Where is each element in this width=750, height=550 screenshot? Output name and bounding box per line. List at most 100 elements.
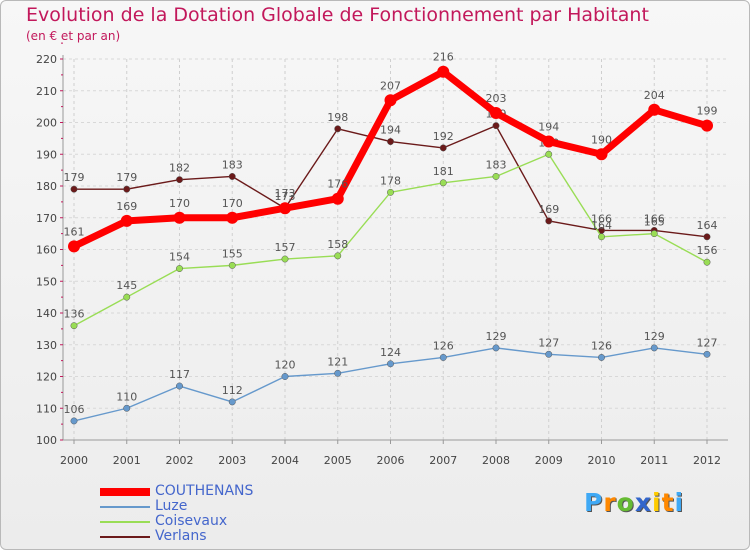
legend-swatch	[100, 535, 150, 538]
data-point	[598, 233, 605, 241]
data-label: 110	[116, 390, 137, 403]
data-point	[123, 293, 131, 301]
data-point	[228, 398, 236, 406]
logo-letter: P	[584, 488, 604, 517]
data-label: 121	[327, 355, 348, 368]
y-tick-label: 160	[36, 244, 57, 257]
data-point	[228, 173, 236, 180]
data-label: 178	[380, 174, 401, 187]
data-label: 127	[697, 336, 718, 349]
data-label: 173	[275, 187, 296, 200]
x-tick-label: 2007	[429, 454, 457, 467]
data-label: 207	[380, 79, 401, 92]
data-label: 194	[538, 121, 559, 134]
x-tick-label: 2006	[377, 454, 405, 467]
data-label: 126	[433, 339, 454, 352]
data-label: 117	[169, 368, 190, 381]
data-label: 165	[644, 216, 665, 229]
data-point	[545, 350, 553, 358]
data-point	[70, 417, 78, 425]
data-label: 181	[433, 165, 454, 178]
logo-letter: x	[634, 488, 652, 517]
data-label: 176	[327, 178, 348, 191]
series-couthenans: 161 169 170 170 173 176 207 216 203 194 190 204 199	[64, 51, 718, 253]
data-point	[545, 217, 553, 225]
x-tick-label: 2009	[535, 454, 563, 467]
data-label: 154	[169, 251, 190, 264]
x-tick-label: 2003	[218, 454, 246, 467]
legend-label: Coisevaux	[155, 513, 228, 529]
data-point	[439, 144, 447, 152]
data-label: 173	[275, 190, 296, 203]
data-point	[703, 258, 711, 266]
y-tick-label: 200	[36, 117, 57, 130]
x-tick-label: 2001	[113, 454, 141, 467]
data-label: 129	[486, 330, 507, 343]
x-tick-label: 2010	[588, 454, 616, 467]
data-point	[331, 192, 344, 205]
data-label: 164	[591, 219, 612, 232]
data-point	[173, 211, 186, 224]
legend-item: Verlans	[100, 529, 253, 544]
chart-title: Evolution de la Dotation Globale de Fonc…	[26, 4, 649, 26]
x-tick-label: 2005	[324, 454, 352, 467]
legend-swatch	[100, 520, 150, 523]
data-point	[595, 148, 608, 161]
data-point	[492, 344, 500, 352]
y-tick-label: 220	[36, 53, 57, 66]
y-tick-label: 210	[36, 85, 57, 98]
legend-item: Luze	[100, 499, 253, 514]
chart-subtitle: (en € et par an)	[26, 29, 121, 43]
data-label: 158	[327, 238, 348, 251]
legend-label: Verlans	[155, 528, 207, 544]
data-label: 161	[64, 225, 85, 238]
data-point	[176, 176, 183, 184]
y-tick-label: 140	[36, 307, 57, 320]
data-point	[176, 382, 183, 390]
data-point	[439, 354, 447, 361]
data-label: 192	[433, 130, 454, 143]
data-label: 129	[644, 330, 665, 343]
data-label: 166	[591, 212, 612, 225]
data-label: 203	[486, 92, 507, 105]
y-tick-label: 100	[36, 434, 57, 447]
data-point	[492, 122, 500, 130]
legend-item: Coisevaux	[100, 514, 253, 529]
data-point	[387, 188, 394, 196]
data-label: 145	[116, 279, 137, 292]
data-point	[701, 119, 713, 132]
data-label: 170	[222, 197, 243, 210]
data-label: 182	[169, 162, 190, 175]
data-label: 156	[697, 244, 718, 257]
data-point	[334, 125, 342, 133]
data-label: 164	[697, 219, 718, 232]
legend-item: COUTHENANS	[100, 484, 253, 499]
data-label: 179	[116, 171, 137, 184]
x-tick-label: 2004	[271, 454, 299, 467]
data-point	[598, 354, 605, 361]
data-point	[334, 369, 342, 377]
logo-letter: i	[674, 488, 685, 517]
data-point	[703, 233, 711, 241]
data-label: 106	[64, 403, 85, 416]
data-point	[542, 135, 555, 148]
data-point	[70, 185, 78, 193]
x-tick-label: 2008	[482, 454, 510, 467]
data-label: 183	[222, 158, 243, 171]
data-label: 194	[380, 124, 401, 137]
data-point	[281, 255, 289, 263]
logo-letter: o	[616, 488, 635, 517]
data-label: 199	[697, 105, 718, 118]
data-label: 127	[538, 336, 559, 349]
logo-letter: i	[652, 488, 662, 517]
data-label: 183	[486, 158, 507, 171]
data-label: 169	[116, 200, 137, 213]
x-tick-label: 2002	[166, 454, 194, 467]
data-point	[123, 185, 131, 193]
data-point	[176, 265, 183, 272]
data-point	[648, 103, 661, 116]
data-point	[545, 150, 553, 158]
x-tick-label: 2012	[693, 454, 721, 467]
data-point	[703, 350, 711, 358]
